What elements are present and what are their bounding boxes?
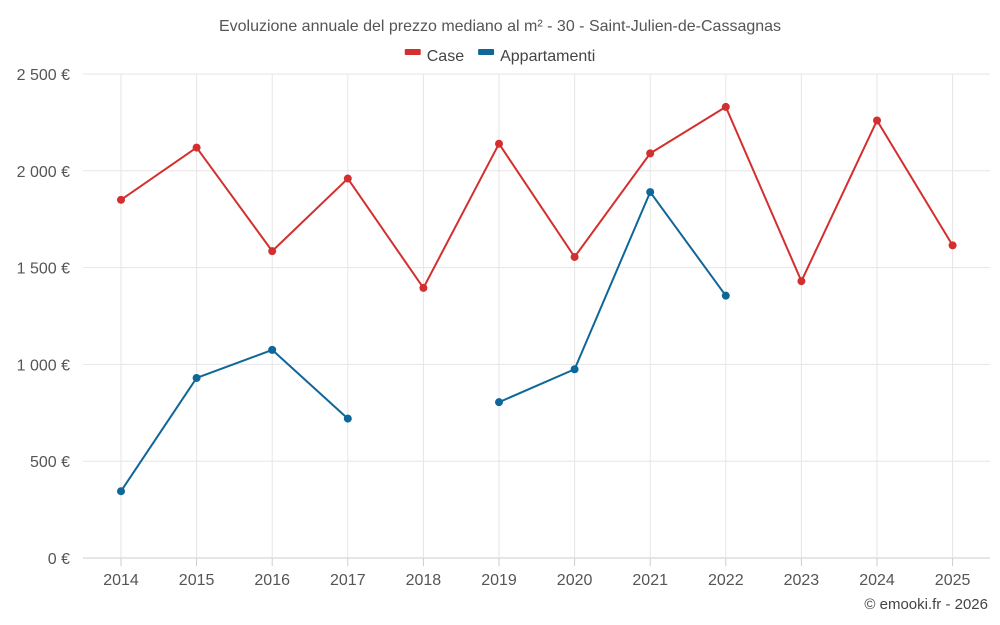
x-tick-label: 2025 [935, 572, 971, 589]
x-tick-label: 2022 [708, 572, 744, 589]
x-tick-label: 2020 [557, 572, 593, 589]
data-point[interactable] [419, 283, 428, 292]
data-point[interactable] [192, 373, 201, 382]
x-tick-label: 2017 [330, 572, 366, 589]
y-tick-label: 2 000 € [17, 164, 70, 181]
series-appartamenti [117, 188, 730, 496]
data-point[interactable] [873, 116, 881, 125]
data-point[interactable] [797, 277, 806, 286]
legend[interactable]: Case Appartamenti [404, 48, 596, 65]
legend-swatch [404, 49, 421, 55]
x-tick-label: 2024 [859, 572, 895, 589]
data-point[interactable] [117, 487, 125, 496]
data-point[interactable] [646, 149, 655, 158]
legend-item[interactable]: Case [404, 48, 464, 65]
data-point[interactable] [495, 398, 503, 407]
x-tick-label: 2014 [103, 572, 139, 589]
legend-label: Case [427, 48, 464, 65]
x-tick-label: 2018 [406, 572, 442, 589]
x-axis: 2014 2015 2016 2017 2018 2019 2020 2021 2022 2023… [103, 558, 970, 589]
data-point[interactable] [948, 241, 957, 250]
x-tick-label: 2016 [254, 572, 290, 589]
series-layer [117, 102, 957, 496]
y-axis: 0 € 500 € 1 000 € 1 500 € 2 000 € 2 500 € [17, 67, 70, 568]
x-tick-label: 2019 [481, 572, 517, 589]
y-tick-label: 0 € [48, 551, 70, 568]
grid [83, 73, 990, 559]
series-line [498, 191, 727, 404]
x-tick-label: 2023 [784, 572, 820, 589]
series-line [120, 348, 349, 492]
data-point[interactable] [343, 174, 352, 183]
data-point[interactable] [268, 345, 277, 354]
data-point[interactable] [721, 102, 730, 111]
data-point[interactable] [721, 291, 730, 300]
legend-item[interactable]: Appartamenti [478, 48, 595, 65]
legend-label: Appartamenti [500, 48, 595, 65]
data-point[interactable] [570, 365, 579, 374]
x-tick-label: 2021 [632, 572, 668, 589]
data-point[interactable] [268, 247, 277, 256]
x-tick-label: 2015 [179, 572, 215, 589]
chart-title: Evoluzione annuale del prezzo mediano al… [219, 18, 781, 35]
data-point[interactable] [495, 139, 503, 148]
legend-swatch [478, 49, 495, 55]
data-point[interactable] [646, 188, 655, 197]
data-point[interactable] [570, 252, 579, 261]
series-case [117, 102, 957, 292]
y-tick-label: 1 500 € [17, 261, 70, 278]
data-point[interactable] [192, 143, 201, 152]
credit-text: © emooki.fr - 2026 [864, 596, 988, 613]
data-point[interactable] [343, 414, 352, 423]
data-point[interactable] [117, 195, 125, 204]
y-tick-label: 2 500 € [17, 67, 70, 84]
y-tick-label: 500 € [30, 454, 70, 471]
y-tick-label: 1 000 € [17, 357, 70, 374]
series-line [120, 105, 954, 289]
